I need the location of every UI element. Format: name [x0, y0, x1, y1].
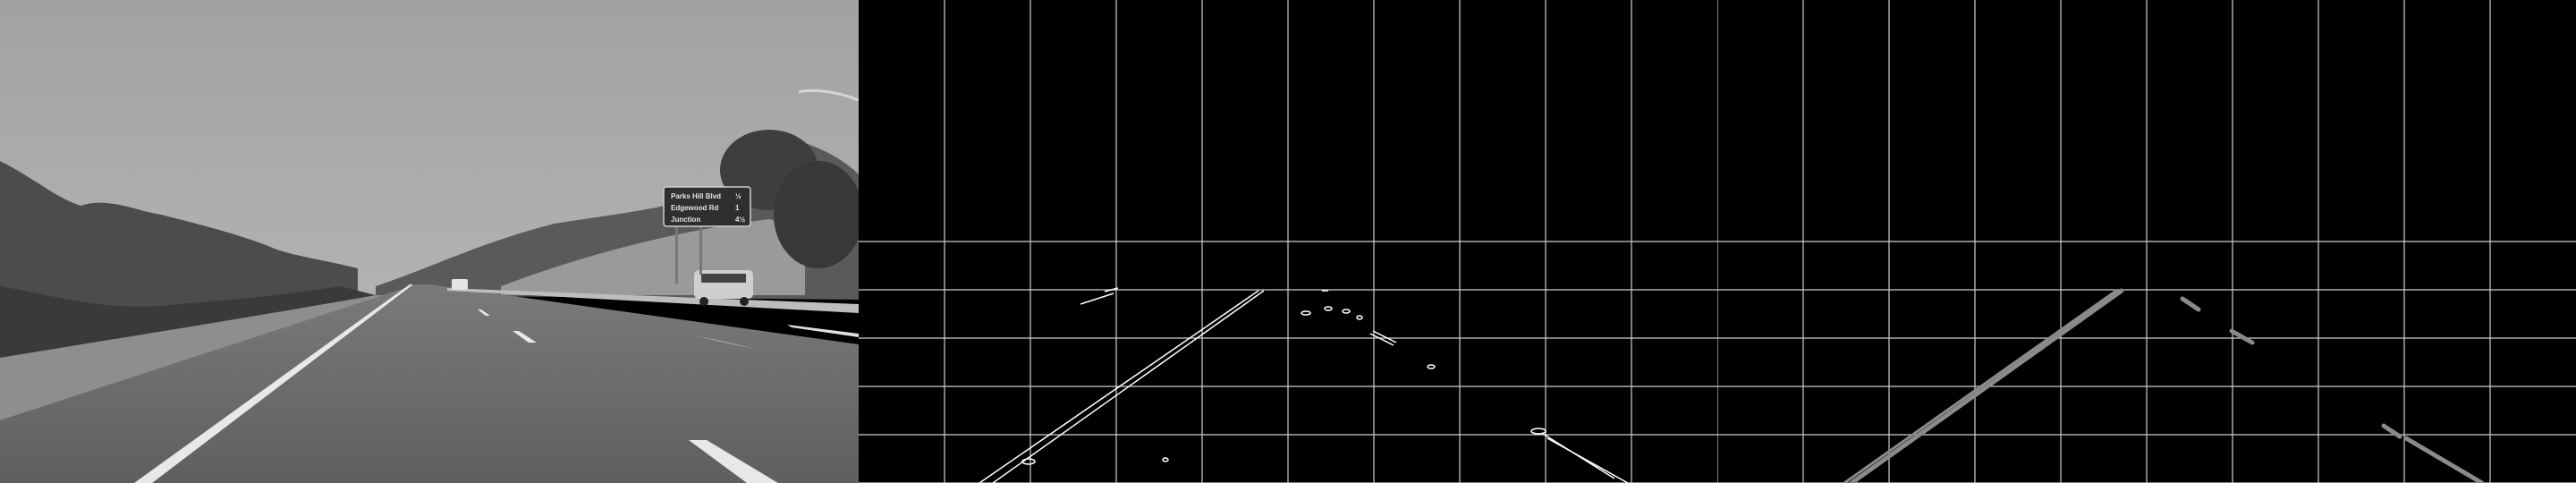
edge-map	[859, 0, 1717, 483]
right-trees-2	[774, 161, 859, 268]
guard-rail	[447, 288, 859, 313]
lane-segments	[1843, 288, 2485, 483]
edge-lines	[979, 287, 1629, 483]
sign-row-3-name: Junction	[671, 216, 700, 224]
edge-map-panel	[859, 0, 1717, 483]
far-dash-2	[787, 325, 859, 337]
sign-row-1-dist: ½	[735, 192, 741, 200]
far-dash-1	[693, 335, 756, 349]
sign-row-2-name: Edgewood Rd	[671, 204, 718, 212]
suv	[694, 270, 753, 306]
lane-lines	[1717, 0, 2576, 483]
right-dash-2	[513, 331, 537, 343]
edge-grid	[859, 0, 1717, 483]
street-light	[798, 89, 859, 102]
road-photo-panel: Parks Hill Blvd ½ Edgewood Rd 1 Junction…	[0, 0, 859, 483]
right-dash-1	[689, 440, 778, 483]
lane-grid	[1717, 0, 2576, 483]
right-dash-3	[478, 309, 490, 316]
small-car	[452, 279, 468, 290]
sign-row-3-dist: 4½	[735, 216, 745, 224]
road-sign: Parks Hill Blvd ½ Edgewood Rd 1 Junction…	[663, 186, 751, 284]
left-lane-line	[134, 284, 413, 483]
sign-row-2-dist: 1	[735, 204, 740, 212]
lane-lines-panel	[1717, 0, 2576, 483]
road-photo: Parks Hill Blvd ½ Edgewood Rd 1 Junction…	[0, 0, 859, 483]
sign-row-1-name: Parks Hill Blvd	[671, 192, 721, 200]
